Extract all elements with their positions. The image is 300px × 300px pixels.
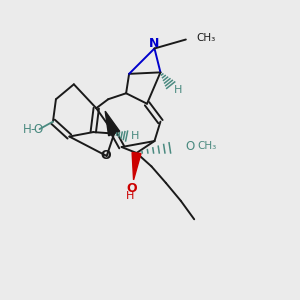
Text: -: - — [30, 123, 34, 136]
Text: O: O — [100, 148, 110, 162]
Text: CH₃: CH₃ — [198, 141, 217, 152]
Text: O: O — [126, 182, 137, 195]
Text: H: H — [131, 131, 139, 141]
Text: O: O — [186, 140, 195, 153]
Text: H: H — [23, 123, 32, 136]
Text: H: H — [174, 85, 183, 95]
Polygon shape — [132, 152, 141, 180]
Text: H: H — [125, 191, 134, 201]
Text: N: N — [149, 38, 159, 50]
Polygon shape — [105, 111, 120, 136]
Text: O: O — [33, 123, 43, 136]
Text: CH₃: CH₃ — [196, 33, 215, 43]
